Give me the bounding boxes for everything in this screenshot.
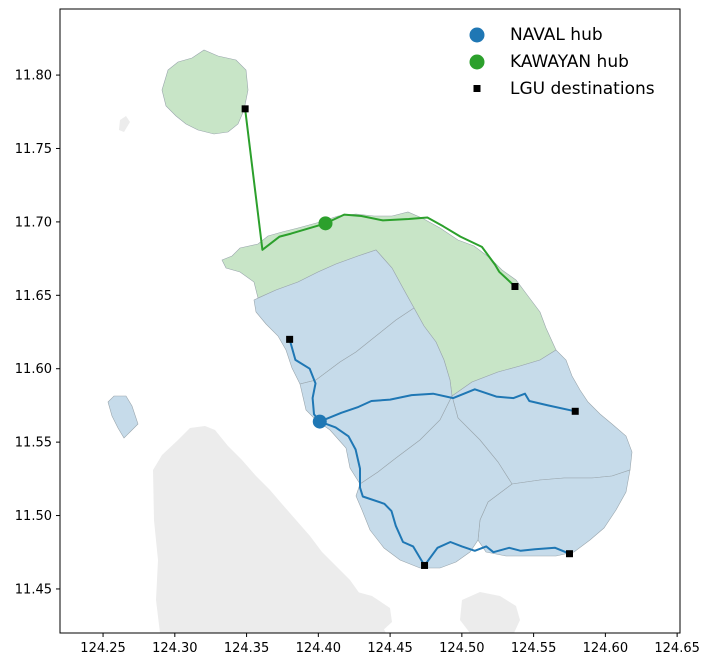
route-lines	[244, 108, 576, 567]
legend-naval-marker	[469, 27, 485, 43]
x-tick-label: 124.40	[296, 641, 342, 656]
x-tick-label: 124.25	[80, 641, 126, 656]
naval-route-line	[288, 339, 321, 423]
y-tick-label: 11.60	[15, 362, 52, 377]
legend-kawayan-marker	[469, 54, 485, 70]
map-markers	[241, 105, 579, 569]
naval-route-line	[319, 420, 426, 567]
y-tick-label: 11.80	[15, 69, 52, 84]
legend-naval-label: NAVAL hub	[510, 25, 603, 45]
y-tick-label: 11.70	[15, 215, 52, 230]
x-tick-label: 124.65	[654, 641, 700, 656]
lgu-destination-marker	[286, 335, 294, 343]
x-tick-label: 124.55	[511, 641, 557, 656]
axis-ticks: 124.25 124.30 124.35 124.40 124.45 124.50 124.…	[15, 69, 700, 656]
x-tick-label: 124.60	[583, 641, 629, 656]
x-tick-label: 124.35	[224, 641, 270, 656]
lgu-destination-marker	[511, 282, 519, 290]
naval-route-line	[423, 541, 570, 567]
lgu-destination-marker	[565, 550, 573, 558]
legend: NAVAL hub KAWAYAN hub LGU destinations	[469, 25, 655, 99]
naval-hub-marker	[312, 414, 327, 429]
y-tick-label: 11.55	[15, 436, 52, 451]
naval-route-line	[319, 388, 576, 423]
legend-kawayan-label: KAWAYAN hub	[510, 52, 629, 72]
kawayan-route-line	[325, 213, 516, 288]
legend-destination-marker	[473, 85, 481, 92]
y-tick-label: 11.75	[15, 142, 52, 157]
kawayan-route-line	[244, 108, 326, 251]
y-tick-label: 11.50	[15, 509, 52, 524]
surrounding-land	[119, 116, 520, 633]
municipality-polygons	[107, 49, 633, 569]
y-tick-label: 11.45	[15, 582, 52, 597]
legend-destination-label: LGU destinations	[510, 79, 655, 99]
plot-frame	[59, 8, 681, 634]
lgu-destination-marker	[241, 105, 249, 113]
lgu-destination-marker	[571, 407, 579, 415]
x-tick-label: 124.45	[367, 641, 413, 656]
lgu-destination-marker	[421, 561, 429, 569]
x-tick-label: 124.50	[439, 641, 485, 656]
y-tick-label: 11.65	[15, 289, 52, 304]
x-tick-label: 124.30	[152, 641, 198, 656]
kawayan-hub-marker	[318, 216, 333, 231]
maripipi-island	[161, 49, 249, 135]
